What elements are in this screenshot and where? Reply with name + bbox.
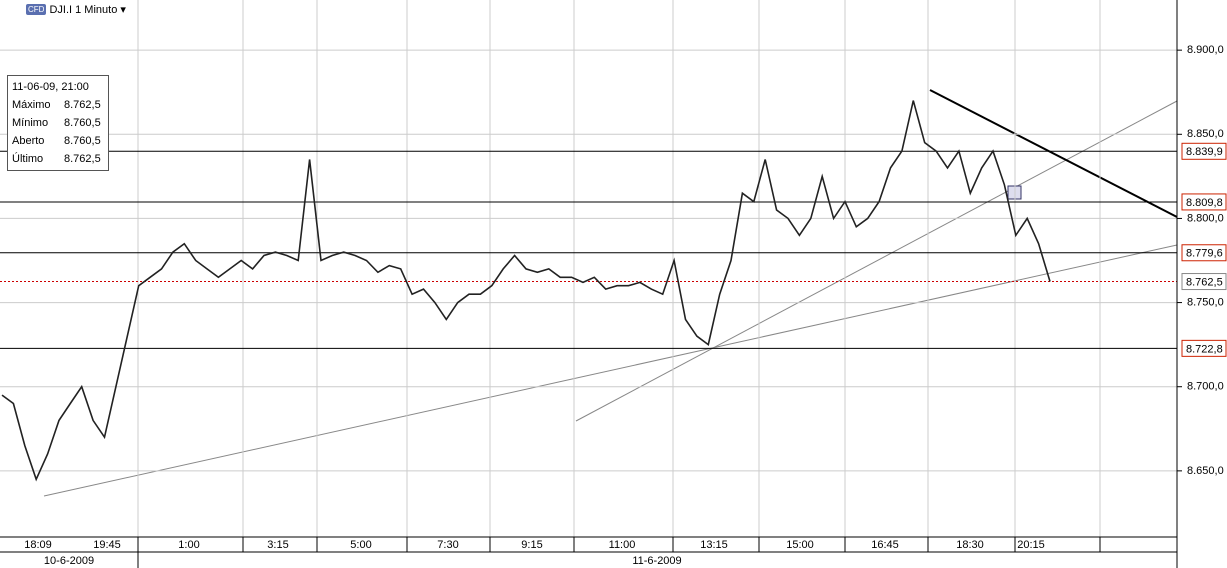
x-tick-label: 20:15	[1017, 539, 1045, 551]
x-tick-label: 18:30	[956, 539, 984, 551]
x-tick-label: 3:15	[267, 539, 288, 551]
date-label: 11-6-2009	[632, 555, 681, 567]
level-label: 8.779,6	[1186, 248, 1223, 260]
level-box	[1181, 339, 1227, 357]
info-key: Máximo	[12, 99, 51, 111]
level-label: 8.809,8	[1186, 197, 1223, 209]
trend-line	[929, 89, 1178, 218]
x-tick-label: 5:00	[350, 539, 371, 551]
symbol-title: DJI.I 1 Minuto	[49, 3, 118, 16]
x-tick-label: 19:45	[93, 539, 121, 551]
x-tick-label: 1:00	[178, 539, 199, 551]
y-tick-label: 8.800,0	[1187, 212, 1224, 224]
x-tick-label: 18:09	[24, 539, 52, 551]
info-row: Mínimo 8.760,5	[12, 114, 104, 132]
y-tick-label: 8.700,0	[1187, 381, 1224, 393]
info-key: Aberto	[12, 135, 45, 147]
y-tick-label: 8.750,0	[1187, 296, 1224, 308]
date-label: 10-6-2009	[44, 555, 94, 567]
info-key: Mínimo	[12, 117, 49, 129]
trend-line	[575, 100, 1178, 422]
info-value: 8.762,5	[64, 99, 101, 111]
level-label: 8.722,8	[1186, 343, 1223, 355]
y-tick-label: 8.850,0	[1187, 128, 1224, 140]
icon: CFD	[26, 4, 47, 15]
price-line	[1, 100, 1051, 482]
level-box	[1181, 142, 1227, 160]
x-tick-label: 16:45	[871, 539, 899, 551]
info-value: 8.762,5	[64, 153, 101, 165]
level-box	[1181, 244, 1227, 262]
x-tick-label: 11:00	[609, 539, 636, 551]
x-tick-label: 15:00	[786, 539, 814, 551]
x-tick-label: 7:30	[437, 539, 458, 551]
info-title: 11-06-09, 21:00	[12, 81, 89, 93]
y-tick-label: 8.650,0	[1187, 465, 1224, 477]
info-value: 8.760,5	[64, 135, 101, 147]
level-label: 8.839,9	[1186, 146, 1223, 158]
info-key: Último	[12, 153, 44, 165]
info-row: Aberto 8.760,5	[12, 132, 104, 150]
x-tick-label: 13:15	[700, 539, 728, 551]
level-box	[1181, 193, 1227, 211]
level-box	[1181, 273, 1227, 291]
y-tick-label: 8.900,0	[1187, 44, 1224, 56]
info-row: Máximo 8.762,5	[12, 96, 104, 114]
trend-line	[43, 244, 1178, 497]
info-row: Último 8.762,5	[12, 150, 104, 168]
header[interactable]: CFD DJI.I 1 Minuto ▾	[26, 3, 126, 16]
info-value: 8.760,5	[64, 117, 101, 129]
info-box: 11-06-09, 21:00 Máximo 8.762,5 Mínimo 8.760…	[7, 75, 109, 171]
x-tick-label: 9:15	[521, 539, 542, 551]
level-label: 8.762,5	[1186, 276, 1223, 288]
dropdown-arrow: ▾	[120, 4, 126, 16]
